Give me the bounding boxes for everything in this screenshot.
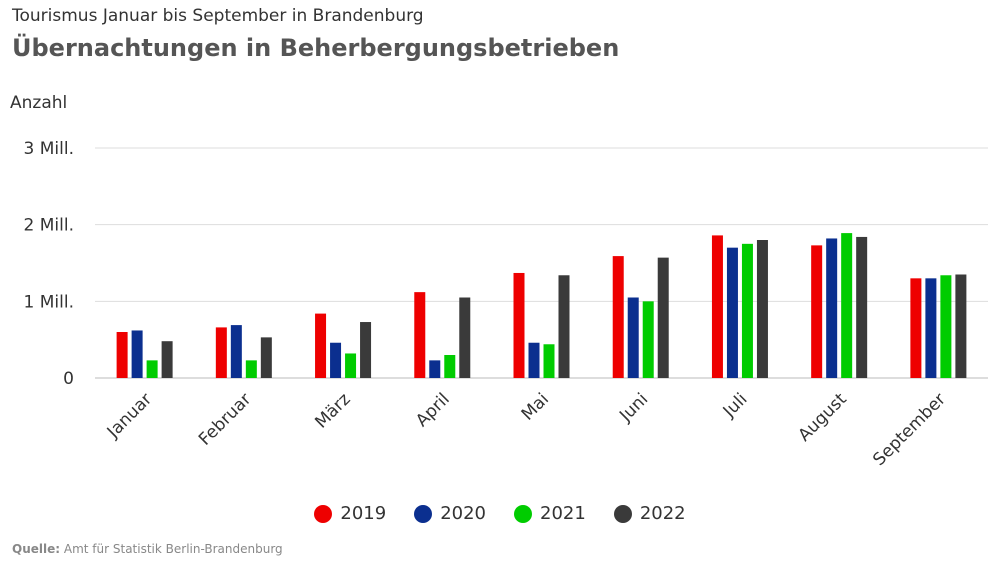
bar-2020 — [627, 297, 639, 378]
bar-2022 — [260, 337, 272, 378]
legend-item[interactable]: 2019 — [314, 503, 386, 524]
x-tick-label: September — [869, 389, 950, 470]
x-tick-label: Juni — [615, 389, 652, 426]
x-tick-label: August — [794, 389, 850, 445]
bar-2020 — [528, 342, 540, 378]
bar-2022 — [657, 257, 669, 378]
bar-2020 — [726, 247, 738, 378]
bar-2020 — [131, 330, 143, 378]
bar-2022 — [756, 240, 768, 378]
legend-marker-icon — [314, 504, 333, 523]
bar-chart: Anzahl 0 1 Mill. 2 Mill. 3 Mill. Januar Februa… — [10, 93, 988, 470]
bar-2020 — [330, 342, 342, 378]
legend-label: 2019 — [340, 503, 387, 524]
bar-2019 — [215, 327, 227, 378]
bar-2022 — [459, 297, 471, 378]
legend-label: 2020 — [440, 503, 486, 524]
x-tick-label: April — [412, 389, 454, 431]
bar-2019 — [612, 256, 624, 378]
legend-item[interactable]: 2021 — [514, 503, 586, 524]
bar-2021 — [245, 360, 257, 378]
bar-2021 — [940, 275, 952, 378]
bar-2019 — [513, 272, 525, 378]
bar-2019 — [811, 245, 823, 378]
bar-2019 — [315, 313, 327, 378]
bar-2021 — [543, 344, 555, 378]
source-text: Amt für Statistik Berlin-Brandenburg — [63, 542, 283, 556]
bar-2021 — [345, 353, 357, 378]
x-tick-label: März — [311, 389, 354, 432]
y-tick-label: 1 Mill. — [24, 292, 74, 312]
bar-2022 — [558, 275, 570, 378]
x-tick-label: Februar — [195, 389, 255, 449]
source-label: Quelle: — [12, 542, 61, 556]
legend-marker-icon — [414, 504, 433, 523]
bar-2020 — [230, 325, 242, 378]
legend-label: 2021 — [540, 503, 586, 524]
x-tick-label: Januar — [103, 389, 156, 442]
bar-2019 — [711, 235, 723, 378]
y-axis-label: Anzahl — [10, 93, 67, 113]
bar-2022 — [161, 341, 173, 378]
bar-2020 — [925, 278, 937, 378]
bar-2022 — [360, 322, 372, 378]
y-tick-label: 0 — [63, 369, 74, 389]
bar-2021 — [444, 355, 456, 378]
legend-marker-icon — [613, 504, 632, 523]
legend-label: 2022 — [639, 503, 686, 524]
y-tick-label: 2 Mill. — [24, 216, 74, 236]
bar-2021 — [741, 243, 753, 378]
y-tick-label: 3 Mill. — [24, 139, 74, 159]
bar-2020 — [429, 360, 441, 378]
bar-2021 — [642, 301, 654, 378]
bar-2021 — [146, 360, 158, 378]
bar-2022 — [955, 274, 967, 378]
chart-title: Übernachtungen in Beherbergungsbetrieben — [12, 34, 620, 62]
bar-2021 — [841, 233, 853, 378]
chart-subtitle: Tourismus Januar bis September in Brande… — [12, 6, 424, 26]
bar-2019 — [910, 278, 922, 378]
bar-2019 — [116, 332, 128, 378]
bar-2020 — [826, 238, 838, 378]
source-note: Quelle: Amt für Statistik Berlin-Branden… — [12, 542, 283, 556]
bar-2022 — [856, 236, 868, 378]
legend-item[interactable]: 2022 — [613, 503, 686, 524]
x-tick-label: Juli — [719, 389, 752, 422]
x-tick-label: Mai — [518, 389, 553, 424]
bar-2019 — [414, 292, 426, 378]
chart-legend: 2019 2020 2021 2022 — [0, 503, 1000, 524]
legend-marker-icon — [514, 504, 532, 523]
legend-item[interactable]: 2020 — [414, 503, 486, 524]
